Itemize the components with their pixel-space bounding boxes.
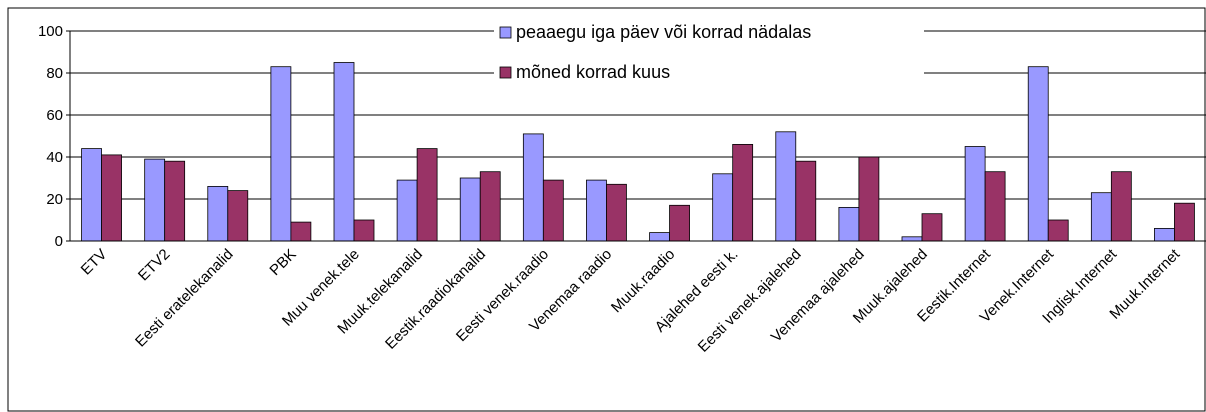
y-tick-label: 60 xyxy=(46,107,63,124)
legend-box xyxy=(494,16,924,92)
bar xyxy=(1047,219,1069,242)
bar xyxy=(459,177,481,242)
bar xyxy=(606,183,627,242)
bar xyxy=(353,219,375,242)
bar xyxy=(396,179,418,242)
y-tick-label: 80 xyxy=(46,65,63,82)
bar xyxy=(164,160,186,242)
legend-label: mõned korrad kuus xyxy=(516,62,670,82)
bar xyxy=(144,158,166,242)
bar xyxy=(227,190,249,242)
bar xyxy=(1154,227,1175,242)
bar xyxy=(901,236,923,242)
bar xyxy=(479,171,501,242)
bar xyxy=(290,221,312,242)
bar xyxy=(522,133,544,242)
bar xyxy=(270,66,292,242)
bar xyxy=(416,148,438,242)
bar xyxy=(921,213,943,242)
bar xyxy=(795,160,817,242)
legend-label: peaaegu iga päev või korrad nädalas xyxy=(516,22,811,42)
bar xyxy=(649,232,670,242)
bar xyxy=(1110,171,1132,242)
bar xyxy=(542,179,564,242)
bar xyxy=(1027,66,1049,242)
bar xyxy=(1090,192,1112,242)
bar xyxy=(984,171,1006,242)
bar xyxy=(333,62,355,242)
bar xyxy=(81,148,102,242)
bar xyxy=(586,179,607,242)
bar xyxy=(732,143,754,242)
y-tick-label: 20 xyxy=(46,191,63,208)
bar xyxy=(1174,202,1195,242)
y-tick-label: 40 xyxy=(46,149,63,166)
bar xyxy=(964,146,986,242)
bar xyxy=(858,156,880,242)
bar xyxy=(712,173,734,242)
bar xyxy=(838,206,860,242)
bar xyxy=(207,185,229,242)
bar xyxy=(775,131,797,242)
y-tick-label: 100 xyxy=(38,23,63,40)
y-tick-label: 0 xyxy=(55,233,63,250)
bar xyxy=(101,154,122,242)
legend-swatch xyxy=(499,66,512,79)
bar xyxy=(669,204,690,242)
legend-swatch xyxy=(499,26,512,39)
